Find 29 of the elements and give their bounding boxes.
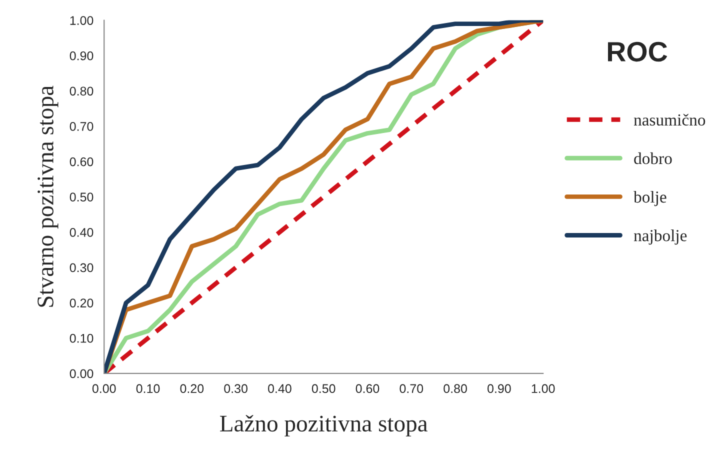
y-tick-label: 0.70 [70,122,94,131]
legend-label: dobro [634,152,672,164]
y-tick-label: 0.20 [70,298,94,308]
x-axis-title: Lažno pozitivna stopa [220,414,428,436]
x-tick-label: 0.70 [400,384,424,394]
y-tick-label: 1.00 [70,16,94,25]
x-tick-label: 0.90 [488,384,511,394]
x-tick-label: 0.10 [136,384,160,394]
legend-label: najbolje [634,230,687,245]
x-tick-label: 1.00 [532,384,555,394]
x-tick-label: 0.60 [356,384,380,394]
y-tick-label: 0.40 [70,228,94,237]
text: ROC [608,42,668,62]
y-tick-label: 0.90 [70,51,94,60]
legend-label: bolje [634,190,666,206]
y-tick-label: 0.80 [70,86,94,96]
x-tick-label: 0.30 [224,384,248,394]
x-tick-label: 0.50 [312,384,336,394]
y-tick-label: 0.60 [70,157,94,166]
x-tick-label: 0.40 [268,384,292,394]
y-axis-title: Stvarno pozitivna stopa [38,86,58,307]
x-tick-label: 0.00 [92,384,116,394]
y-tick-label: 0.50 [70,192,94,202]
x-tick-label: 0.20 [180,384,204,394]
x-tick-label: 0.80 [444,384,467,394]
y-tick-label: 0.10 [70,334,94,343]
y-tick-label: 0.00 [70,369,94,378]
legend-label: nasumično [634,114,706,126]
y-tick-label: 0.30 [70,263,94,272]
